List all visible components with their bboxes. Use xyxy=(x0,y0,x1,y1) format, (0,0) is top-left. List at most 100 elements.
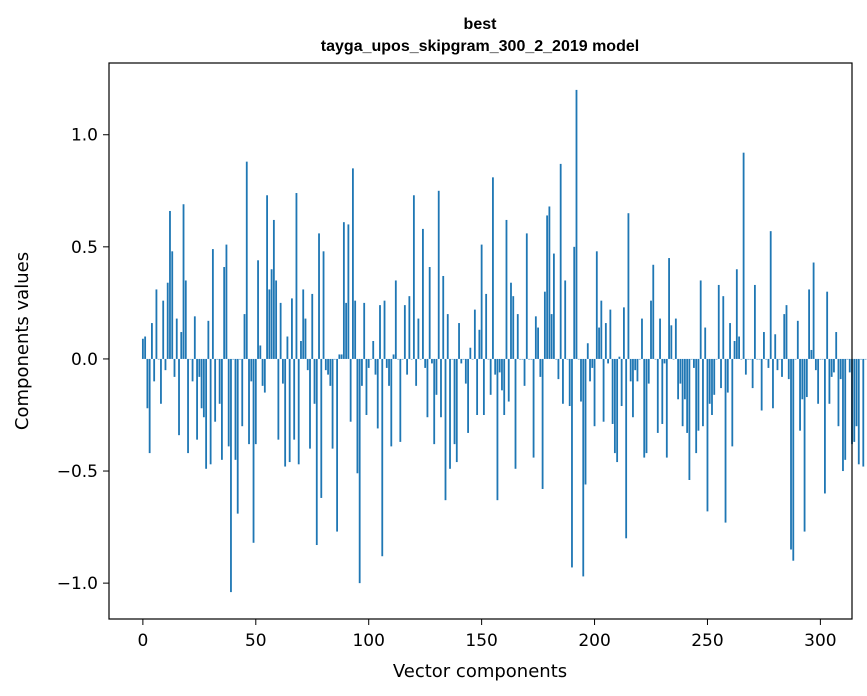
bar-component-213 xyxy=(623,307,625,359)
bar-component-171 xyxy=(528,358,530,360)
bar-component-249 xyxy=(704,327,707,359)
bar-component-55 xyxy=(266,195,268,359)
bar-component-196 xyxy=(584,358,587,485)
bar-component-254 xyxy=(715,358,718,360)
bar-component-192 xyxy=(575,89,578,359)
bar-component-315 xyxy=(853,358,856,442)
bar-component-208 xyxy=(611,358,614,424)
bar-component-117 xyxy=(406,358,409,375)
bar-component-131 xyxy=(437,190,440,359)
bar-component-237 xyxy=(677,358,680,400)
bar-component-149 xyxy=(478,329,481,359)
x-tick-label: 50 xyxy=(245,631,267,651)
bar-component-166 xyxy=(516,314,519,359)
bar-component-156 xyxy=(494,358,497,375)
bar-component-274 xyxy=(760,358,763,411)
bar-component-76 xyxy=(313,358,316,404)
bar-component-309 xyxy=(839,358,842,380)
bar-component-123 xyxy=(419,358,422,360)
bar-component-137 xyxy=(451,358,454,360)
bar-component-109 xyxy=(388,358,390,386)
bar-component-27 xyxy=(202,358,205,418)
bar-component-80 xyxy=(322,251,325,359)
bar-component-91 xyxy=(347,224,350,359)
x-tick-label: 0 xyxy=(137,631,148,651)
bar-component-145 xyxy=(469,347,472,359)
y-tick-label: 0.0 xyxy=(71,350,98,370)
bar-component-305 xyxy=(830,358,833,377)
bar-component-281 xyxy=(776,358,779,371)
bar-component-72 xyxy=(304,318,307,359)
bar-component-183 xyxy=(555,358,558,360)
bar-component-296 xyxy=(810,349,813,359)
bar-component-73 xyxy=(306,358,309,371)
bar-component-284 xyxy=(783,314,786,359)
bar-component-59 xyxy=(275,280,278,359)
y-tick-label: −0.5 xyxy=(57,462,98,482)
bar-component-126 xyxy=(426,358,429,418)
bar-component-32 xyxy=(214,358,217,422)
bar-component-228 xyxy=(656,358,659,433)
bar-component-62 xyxy=(281,358,284,384)
bar-component-313 xyxy=(848,358,851,373)
bar-component-86 xyxy=(336,358,338,532)
bar-component-9 xyxy=(162,300,165,359)
bar-component-161 xyxy=(505,219,508,359)
bar-component-129 xyxy=(433,358,436,445)
bar-component-158 xyxy=(498,358,501,373)
bar-component-19 xyxy=(184,280,187,359)
bar-component-21 xyxy=(189,358,192,360)
bar-component-38 xyxy=(227,358,230,447)
x-tick-label: 150 xyxy=(465,631,497,651)
bar-component-69 xyxy=(297,358,300,465)
bar-component-223 xyxy=(645,358,648,454)
bar-component-17 xyxy=(180,332,183,359)
bar-component-99 xyxy=(365,358,368,415)
bar-component-96 xyxy=(358,358,361,584)
bar-component-90 xyxy=(345,302,348,359)
bar-component-87 xyxy=(338,354,341,359)
bar-component-64 xyxy=(286,336,289,359)
bar-component-235 xyxy=(672,358,675,360)
bar-component-279 xyxy=(772,358,774,409)
bar-component-218 xyxy=(634,358,637,371)
bar-component-217 xyxy=(632,358,634,418)
bar-component-138 xyxy=(453,358,456,445)
bar-component-304 xyxy=(828,358,831,404)
bar-component-34 xyxy=(218,358,221,404)
bar-component-272 xyxy=(756,358,759,360)
bar-component-194 xyxy=(580,358,582,402)
bar-component-190 xyxy=(571,358,573,568)
bar-component-289 xyxy=(794,358,797,360)
bar-component-206 xyxy=(607,358,609,364)
bar-component-167 xyxy=(519,358,521,360)
bar-component-184 xyxy=(557,358,560,380)
bar-component-267 xyxy=(744,358,747,375)
bar-component-219 xyxy=(636,358,639,382)
bar-component-264 xyxy=(738,336,740,359)
bar-component-302 xyxy=(824,358,826,494)
bar-component-60 xyxy=(277,358,280,440)
bar-component-205 xyxy=(604,323,607,359)
bar-component-270 xyxy=(751,358,754,389)
bar-component-0 xyxy=(141,338,144,359)
bar-component-172 xyxy=(530,358,533,360)
bar-component-283 xyxy=(781,358,783,377)
bar-component-122 xyxy=(417,318,420,359)
bar-component-155 xyxy=(492,177,494,359)
bar-component-140 xyxy=(458,323,460,359)
bar-component-16 xyxy=(178,358,180,436)
bar-component-136 xyxy=(449,358,451,469)
bar-component-201 xyxy=(595,251,598,359)
bar-component-56 xyxy=(268,289,271,359)
bar-component-85 xyxy=(333,358,336,360)
bar-component-147 xyxy=(473,309,476,359)
bar-component-78 xyxy=(318,233,320,359)
y-axis-label: Components values xyxy=(12,252,33,430)
bar-component-118 xyxy=(408,296,411,359)
bar-component-179 xyxy=(546,215,549,359)
bar-component-29 xyxy=(207,320,210,359)
bar-component-169 xyxy=(523,358,526,386)
bar-component-176 xyxy=(539,358,542,377)
bar-component-227 xyxy=(654,358,657,360)
